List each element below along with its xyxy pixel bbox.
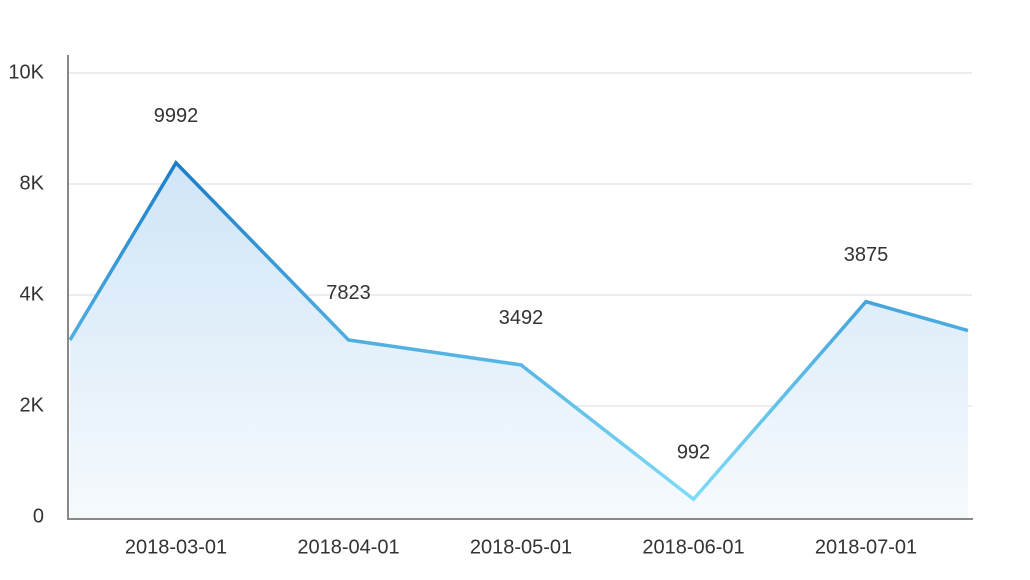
x-tick-label: 2018-05-01 [470, 536, 572, 558]
area [70, 162, 968, 519]
point-label: 7823 [326, 282, 371, 304]
x-tick-label: 2018-04-01 [297, 536, 399, 558]
y-tick-label: 4K [20, 283, 45, 305]
y-tick-label: 2K [20, 394, 45, 416]
point-label: 3492 [499, 307, 544, 329]
x-tick-label: 2018-03-01 [125, 536, 227, 558]
x-tick-label: 2018-06-01 [642, 536, 744, 558]
point-label: 992 [677, 442, 710, 464]
y-tick-label: 0 [33, 505, 44, 527]
point-label: 9992 [154, 105, 199, 127]
x-tick-label: 2018-07-01 [815, 536, 917, 558]
y-tick-label: 8K [20, 172, 45, 194]
point-label: 3875 [844, 244, 889, 266]
y-tick-label: 10K [8, 61, 44, 83]
line [68, 160, 969, 502]
